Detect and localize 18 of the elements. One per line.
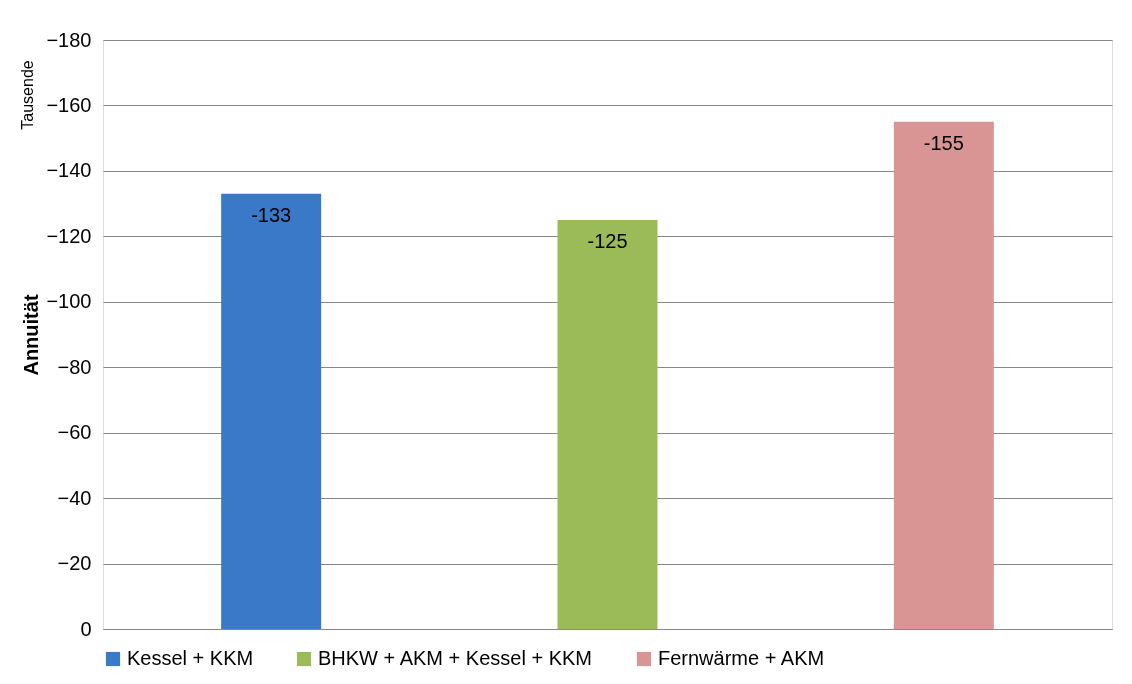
data-label: -133 [251,203,292,226]
y-tick-label: −180 [46,28,92,51]
y-tick-label: −40 [57,486,92,509]
y-tick-label: −160 [46,93,92,116]
legend-label: BHKW + AKM + Kessel + KKM [318,647,592,669]
y-axis-title: Annuität [20,294,43,376]
data-label: -125 [587,229,628,252]
legend-label: Fernwärme + AKM [658,647,825,669]
y-tick-label: −100 [46,290,92,313]
y-tick-label: −80 [57,355,92,378]
text: Tausende [19,60,36,130]
y-tick-label: −20 [57,552,92,575]
y-tick-label: −140 [46,159,92,182]
y-tick-label: 0 [80,617,92,640]
legend-label: Kessel + KKM [127,647,254,669]
y-tick-label: −120 [46,224,92,247]
data-label: -155 [923,131,964,154]
y-tick-label: −60 [57,421,92,444]
